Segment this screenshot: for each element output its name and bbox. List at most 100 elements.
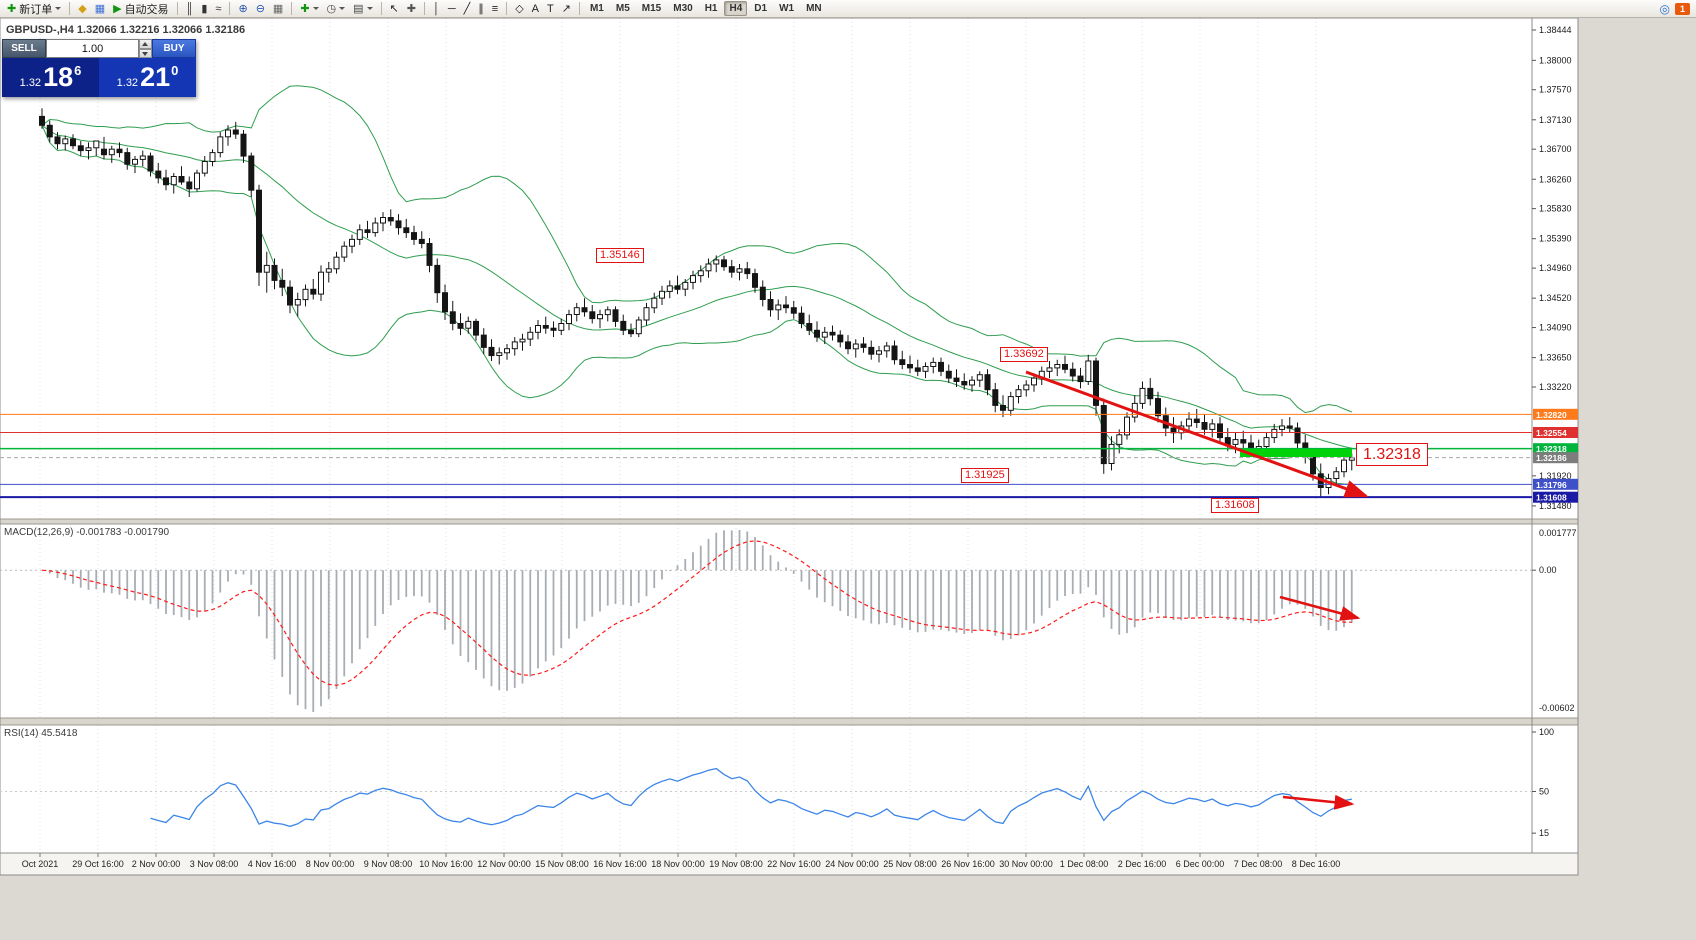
timeframe-H4[interactable]: H4 [724, 1, 748, 16]
time-axis-label: Oct 2021 [22, 859, 59, 869]
price-label-annotation[interactable]: 1.32318 [1356, 443, 1428, 466]
auto-trading-button[interactable]: ▶ 自动交易 [110, 1, 171, 17]
crosshair-icon[interactable]: ✚ [404, 1, 419, 17]
timeframe-W1[interactable]: W1 [779, 3, 795, 14]
time-axis-label: 24 Nov 00:00 [825, 859, 879, 869]
price-label-annotation[interactable]: 1.31925 [961, 468, 1009, 483]
templates-icon[interactable]: ▤ [350, 1, 375, 17]
charts-grid-icon[interactable]: ▦ [92, 1, 108, 17]
timeframe-M15[interactable]: M15 [641, 3, 662, 14]
text-label-icon[interactable]: T [544, 1, 557, 17]
candle [39, 115, 45, 126]
cursor-icon[interactable]: ↖ [387, 1, 402, 17]
sell-button[interactable]: SELL [2, 39, 46, 58]
candle [155, 170, 162, 179]
zoom-in-icon[interactable]: ⊕ [235, 1, 250, 17]
time-axis-label: 9 Nov 08:00 [364, 859, 413, 869]
trend-arrow[interactable] [1282, 794, 1355, 810]
pane-divider[interactable] [0, 518, 1579, 525]
time-axis-label: 8 Dec 16:00 [1292, 859, 1341, 869]
zoom-out-icon[interactable]: ⊖ [253, 1, 268, 17]
candle [124, 152, 131, 165]
candle [666, 285, 673, 292]
periods-icon-glyph: ◷ [326, 2, 337, 15]
trend-arrow[interactable] [1025, 370, 1369, 498]
fibonacci-icon[interactable]: ≡ [489, 1, 501, 17]
candle [798, 312, 805, 325]
periods-icon[interactable]: ◷ [324, 1, 349, 17]
tile-windows-icon-glyph: ▦ [272, 2, 284, 15]
pane-divider[interactable] [0, 717, 1579, 726]
trend-arrow[interactable] [1279, 595, 1361, 621]
candle [511, 341, 518, 350]
price-axis-label: 1.36260 [1539, 174, 1572, 184]
candle [178, 176, 185, 183]
indicators-icon[interactable]: ✚ [297, 1, 321, 17]
timeframe-M5[interactable]: M5 [615, 3, 630, 14]
candle [635, 319, 642, 335]
candle [907, 364, 913, 369]
sell-price[interactable]: 1.32 18 6 [2, 58, 99, 97]
shapes-icon[interactable]: ◇ [512, 1, 526, 17]
volume-up-icon[interactable] [139, 39, 152, 49]
candle [1209, 423, 1216, 430]
candle [566, 314, 572, 325]
buy-price[interactable]: 1.32 21 0 [99, 58, 196, 97]
price-pane [0, 85, 1532, 499]
candle [690, 275, 696, 283]
candle [77, 145, 84, 152]
volume-input[interactable] [46, 39, 139, 58]
timeframe-MN[interactable]: MN [806, 3, 822, 14]
candle [1031, 377, 1037, 386]
crosshair-icon-glyph: ✚ [406, 2, 416, 15]
text-icon[interactable]: A [529, 1, 542, 17]
candle [434, 264, 441, 294]
highlight-zone[interactable] [1240, 449, 1352, 457]
candle [581, 307, 588, 313]
candle [961, 381, 968, 386]
candlestick-chart-icon-glyph: ▮ [201, 2, 208, 15]
new-order-button[interactable]: ✚ 新订单 [4, 1, 64, 17]
equidistant-channel-icon[interactable]: ∥ [475, 1, 487, 17]
text-label-icon-glyph: T [547, 2, 554, 15]
price-axis-label: 1.35390 [1539, 234, 1572, 244]
timeframe-M30[interactable]: M30 [673, 3, 693, 14]
horizontal-line-icon[interactable]: ─ [445, 1, 459, 17]
auto-trading-button-glyph: ▶ [113, 2, 122, 15]
notification-badge[interactable]: 1 [1674, 2, 1690, 15]
candle [194, 172, 200, 190]
line-chart-icon[interactable]: ≈ [212, 1, 224, 17]
trendline-icon[interactable]: ╱ [461, 1, 474, 17]
zoom-out-icon-glyph: ⊖ [255, 2, 265, 15]
candle [387, 217, 394, 222]
price-axis-label: 1.36700 [1539, 144, 1572, 154]
dropdown-caret-icon [339, 7, 346, 10]
price-label-annotation[interactable]: 1.33692 [1000, 347, 1048, 362]
candlestick-chart-icon[interactable]: ▮ [198, 1, 210, 17]
bar-chart-icon[interactable]: ║ [183, 1, 197, 17]
tile-windows-icon[interactable]: ▦ [270, 1, 286, 17]
vertical-line-icon[interactable]: │ [430, 1, 443, 17]
macd-axis-label: 0.001777 [1539, 528, 1577, 538]
buy-button[interactable]: BUY [152, 39, 196, 58]
toolbar-separator [229, 2, 231, 15]
volume-spinner[interactable] [139, 39, 152, 58]
candle [938, 361, 944, 372]
candle [488, 346, 495, 357]
profiles-icon-glyph: ◆ [78, 2, 87, 15]
quick-search-icon[interactable]: ◎ [1659, 1, 1670, 16]
equidistant-channel-icon-glyph: ∥ [478, 2, 484, 15]
candle [294, 299, 301, 306]
timeframe-M1[interactable]: M1 [589, 3, 604, 14]
timeframe-D1[interactable]: D1 [754, 3, 768, 14]
arrow-tools-icon[interactable]: ↗ [559, 1, 574, 17]
price-label-annotation[interactable]: 1.31608 [1211, 498, 1259, 513]
timeframe-H1[interactable]: H1 [704, 3, 718, 14]
candle [899, 359, 906, 366]
grid-layer: Oct 2021 29 Oct 16:00 2 Nov 00:00 3 Nov 08:… [22, 18, 1341, 869]
candle [170, 176, 177, 186]
volume-down-icon[interactable] [139, 48, 152, 58]
price-label-annotation[interactable]: 1.35146 [596, 248, 644, 263]
profiles-icon[interactable]: ◆ [75, 1, 89, 17]
